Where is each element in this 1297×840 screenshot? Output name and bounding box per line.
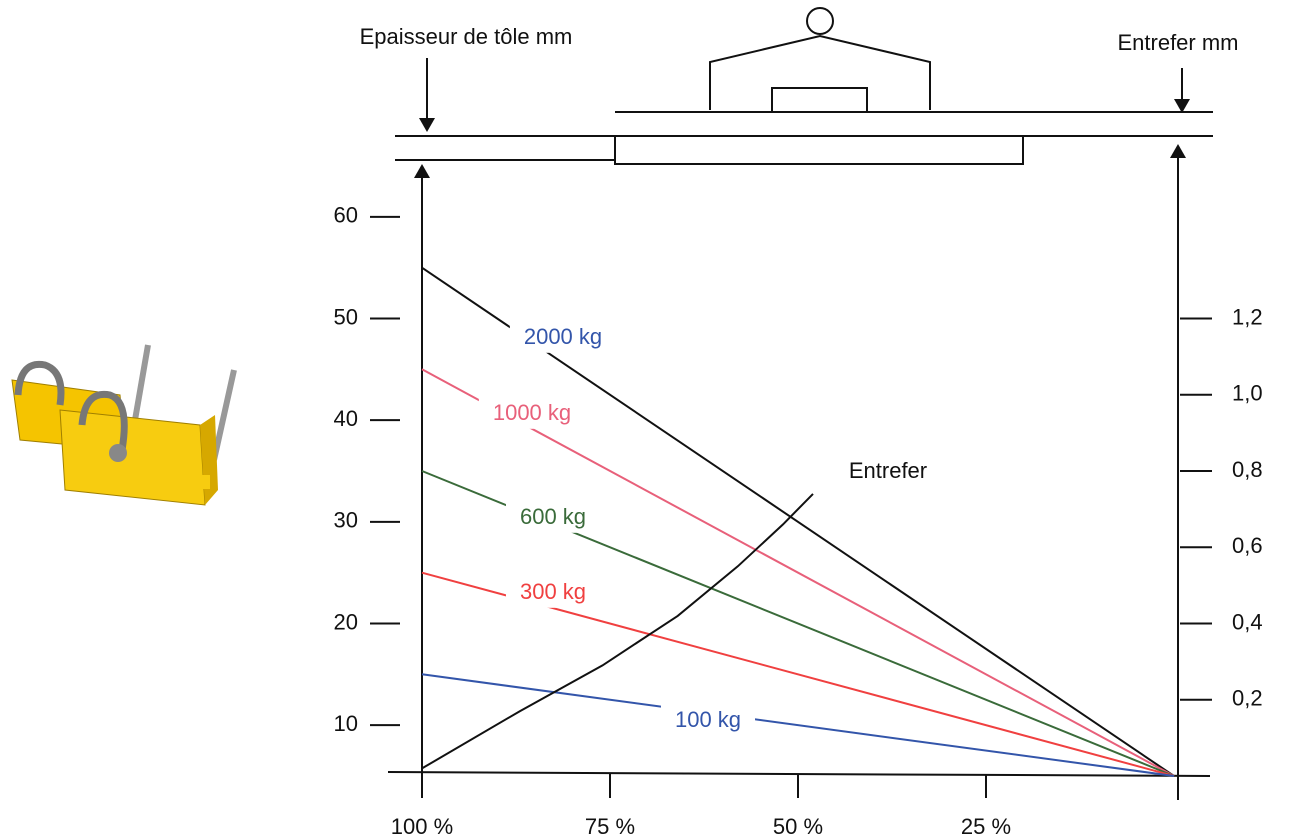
series-label: 300 kg: [520, 579, 586, 604]
label-background: [478, 395, 586, 429]
series-label: 100 kg: [675, 707, 741, 732]
label-background: [834, 453, 942, 487]
y2-axis-title: Entrefer mm: [1117, 30, 1238, 55]
label-background: [660, 702, 756, 736]
series-label: Entrefer: [849, 458, 927, 483]
series-line: [421, 368, 1175, 777]
y2-tick-label: 0,2: [1232, 686, 1263, 711]
y-tick-label: 20: [334, 609, 358, 634]
series-label: 1000 kg: [493, 400, 571, 425]
x-tick-label: 100 %: [391, 814, 453, 839]
x-tick-label: 75 %: [585, 814, 635, 839]
y-axis-title: Epaisseur de tôle mm: [360, 24, 573, 49]
series-line: [421, 493, 814, 770]
product-image: [11, 344, 237, 506]
magnet-diagram: [395, 7, 1213, 165]
series-label: 2000 kg: [524, 324, 602, 349]
y-tick-label: 60: [334, 203, 358, 228]
y-tick-label: 30: [334, 508, 358, 533]
y2-tick-label: 0,8: [1232, 457, 1263, 482]
y2-tick-label: 1,0: [1232, 381, 1263, 406]
label-background: [509, 319, 617, 353]
label-background: [505, 499, 601, 533]
series-line: [421, 673, 1175, 777]
y2-tick-label: 1,2: [1232, 304, 1263, 329]
y-tick-label: 10: [334, 711, 358, 736]
y2-tick-label: 0,4: [1232, 609, 1263, 634]
y-tick-label: 50: [334, 304, 358, 329]
y2-tick-label: 0,6: [1232, 533, 1263, 558]
x-tick-label: 25 %: [961, 814, 1011, 839]
x-tick-label: 50 %: [773, 814, 823, 839]
y-axis-arrow: [414, 164, 430, 178]
series-label: 600 kg: [520, 504, 586, 529]
label-background: [505, 574, 601, 608]
y-tick-label: 40: [334, 406, 358, 431]
y2-axis-arrow: [1170, 144, 1186, 158]
